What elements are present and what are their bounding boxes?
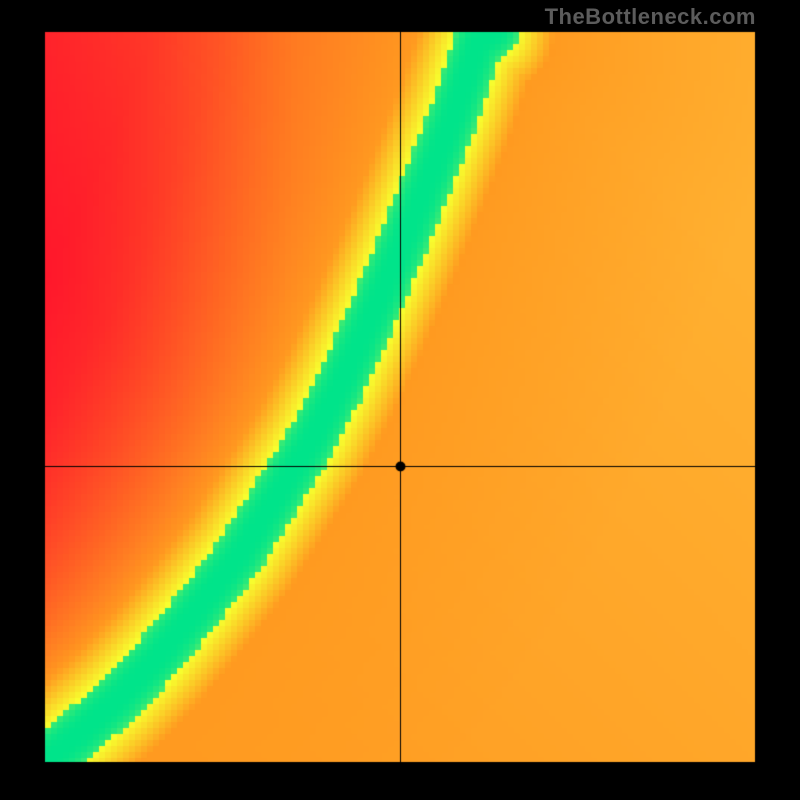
watermark-text: TheBottleneck.com [545,4,756,30]
bottleneck-heatmap [0,0,800,800]
